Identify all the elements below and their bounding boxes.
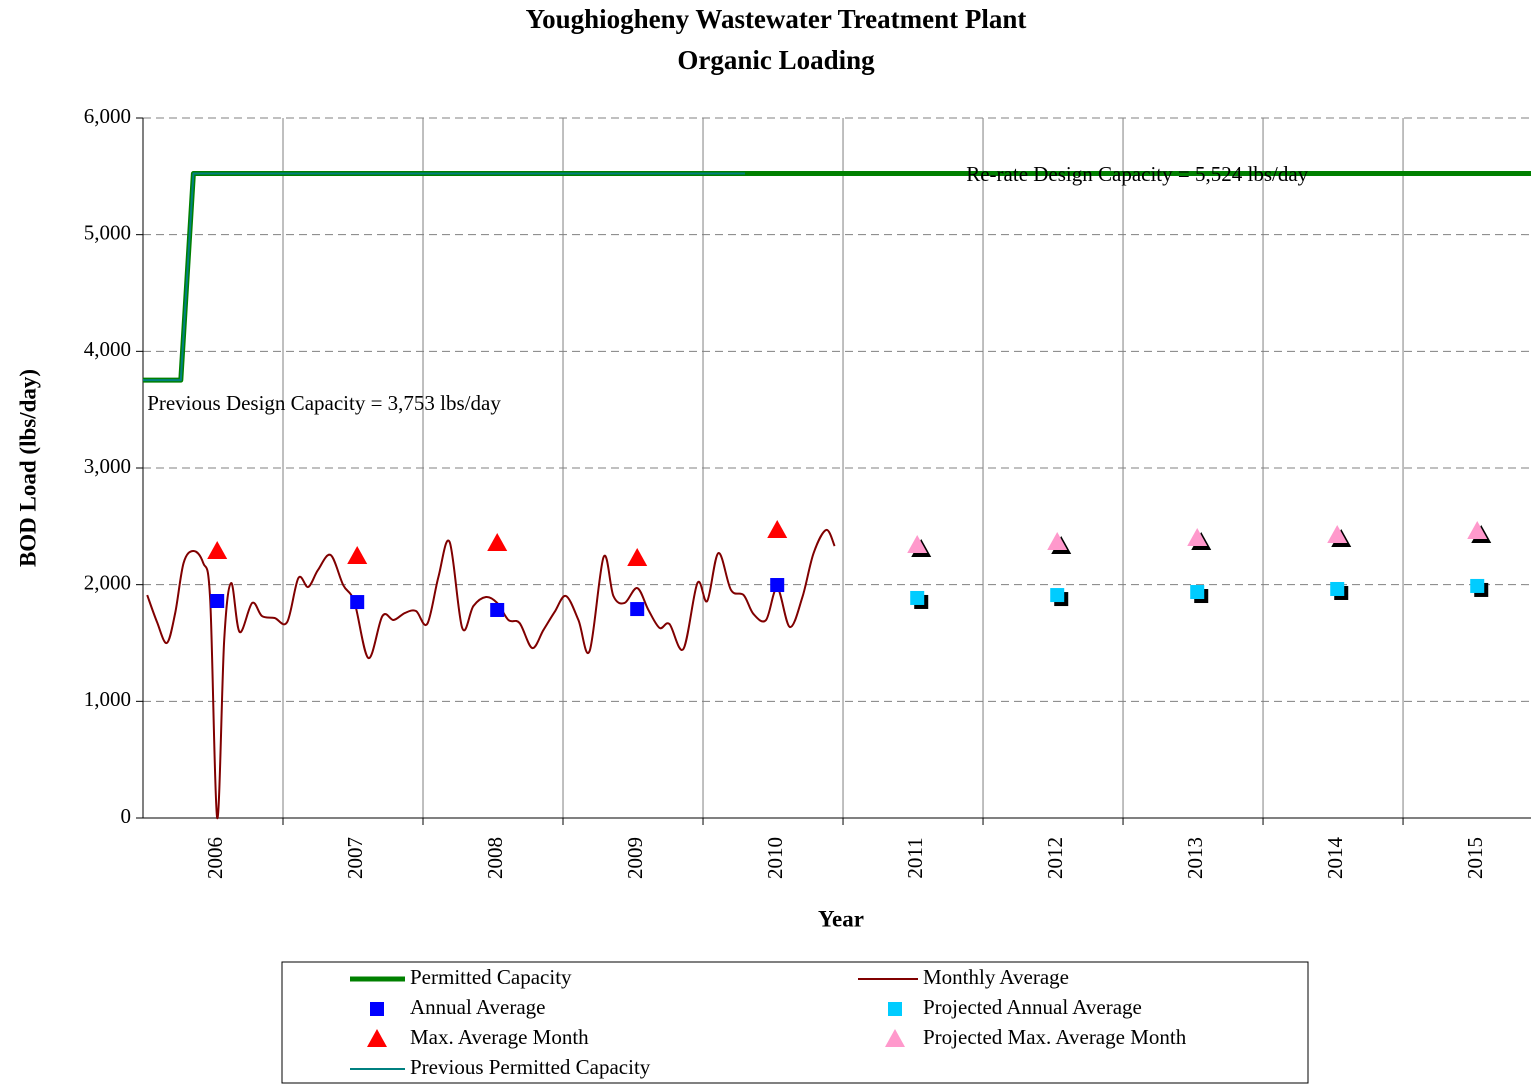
x-tick-label: 2011 xyxy=(903,837,927,878)
legend-label: Projected Annual Average xyxy=(923,995,1142,1019)
data-point xyxy=(767,519,788,538)
y-tick-label: 3,000 xyxy=(84,454,131,478)
data-line xyxy=(143,171,1531,383)
legend-label: Previous Permitted Capacity xyxy=(410,1055,651,1079)
legend-swatch xyxy=(888,1002,902,1016)
x-axis-label: Year xyxy=(818,906,864,931)
y-tick-label: 1,000 xyxy=(84,687,131,711)
x-tick-label: 2013 xyxy=(1183,837,1207,879)
data-point xyxy=(210,594,225,608)
data-point xyxy=(907,535,928,553)
x-tick-label: 2009 xyxy=(623,837,647,879)
legend-swatch xyxy=(367,1029,387,1047)
data-point xyxy=(1050,588,1065,603)
data-point xyxy=(910,590,925,605)
legend-label: Annual Average xyxy=(410,995,545,1019)
legend-label: Monthly Average xyxy=(923,965,1069,989)
chart-subtitle: Organic Loading xyxy=(677,45,875,75)
x-tick-label: 2014 xyxy=(1323,837,1347,880)
x-tick-label: 2008 xyxy=(483,837,507,879)
x-tick-label: 2006 xyxy=(203,837,227,879)
y-tick-label: 6,000 xyxy=(84,104,131,128)
legend-label: Max. Average Month xyxy=(410,1025,589,1049)
legend-label: Projected Max. Average Month xyxy=(923,1025,1187,1049)
chart-title: Youghiogheny Wastewater Treatment Plant xyxy=(526,4,1027,34)
legend-swatch xyxy=(370,1002,384,1016)
data-point xyxy=(207,540,228,559)
annotation: Re-rate Design Capacity = 5,524 lbs/day xyxy=(966,162,1308,186)
data-point xyxy=(1470,578,1485,593)
y-tick-label: 5,000 xyxy=(84,220,131,244)
data-point xyxy=(347,545,368,564)
x-tick-label: 2015 xyxy=(1463,837,1487,879)
data-point xyxy=(770,578,785,593)
data-point xyxy=(1467,521,1488,539)
data-point xyxy=(627,547,648,566)
legend-box xyxy=(281,961,1309,1084)
data-point xyxy=(1190,585,1205,600)
x-tick-label: 2007 xyxy=(343,837,367,879)
y-tick-label: 0 xyxy=(121,804,132,828)
x-tick-label: 2010 xyxy=(763,837,787,879)
legend-swatch xyxy=(885,1029,905,1047)
data-point xyxy=(630,602,645,617)
data-point xyxy=(1187,528,1208,546)
annotation: Previous Design Capacity = 3,753 lbs/day xyxy=(147,391,501,415)
legend-label: Permitted Capacity xyxy=(410,965,572,989)
x-tick-label: 2012 xyxy=(1043,837,1067,879)
y-tick-label: 2,000 xyxy=(84,570,131,594)
data-point xyxy=(350,595,365,610)
data-point xyxy=(1047,531,1068,550)
data-point xyxy=(1330,581,1345,596)
y-tick-label: 4,000 xyxy=(84,337,131,361)
data-point xyxy=(487,533,508,552)
y-axis-label: BOD Load (lbs/day) xyxy=(15,369,40,567)
data-line xyxy=(143,172,746,382)
data-point xyxy=(1327,524,1348,543)
data-line xyxy=(146,528,836,820)
data-point xyxy=(490,602,505,617)
